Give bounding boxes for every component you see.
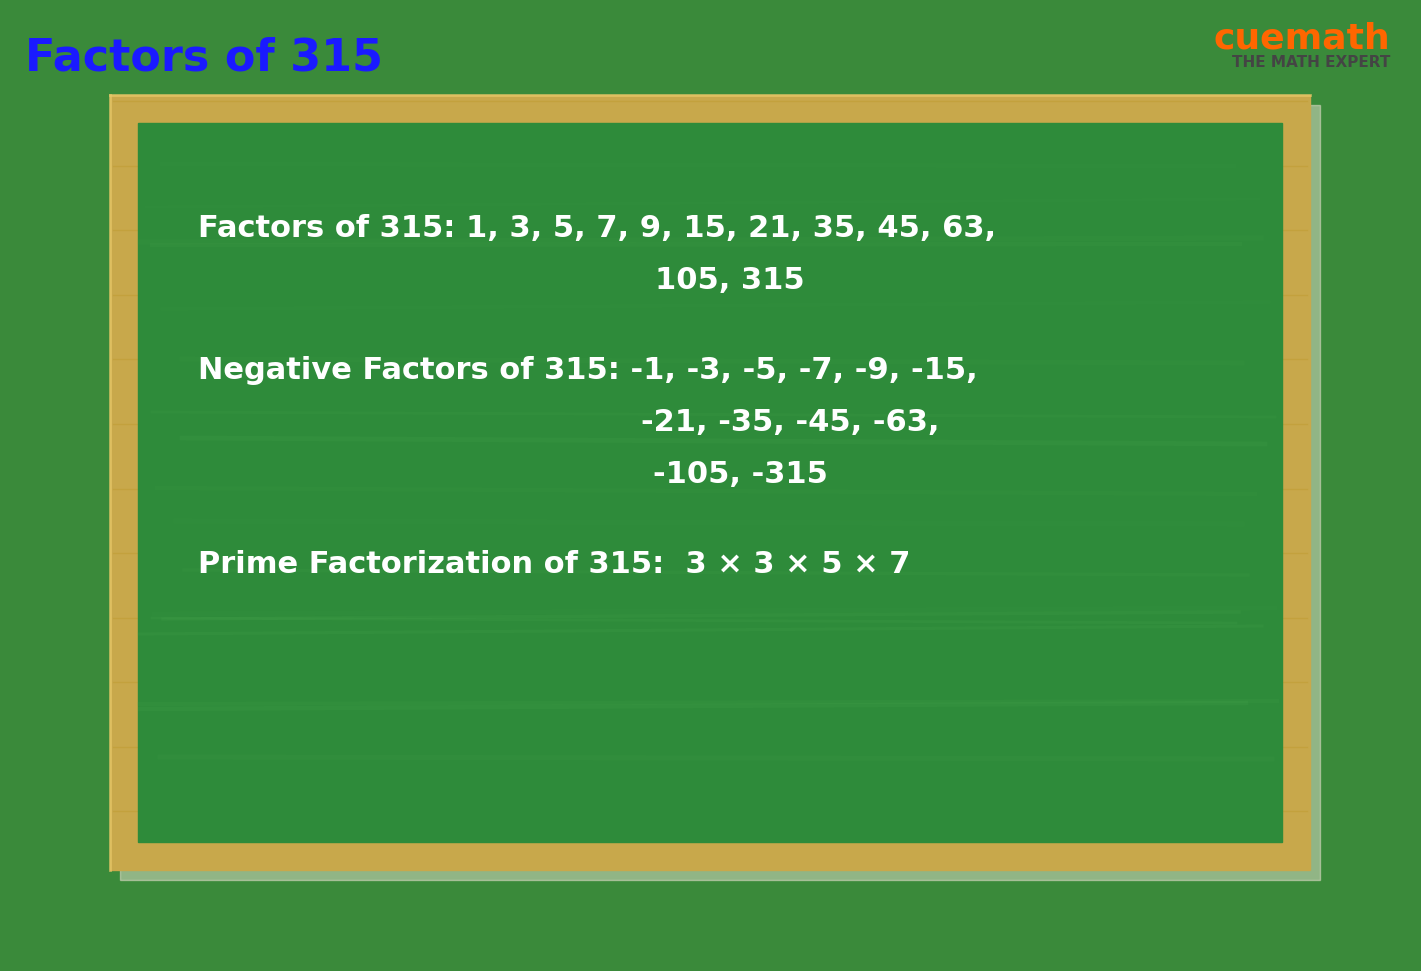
Text: -105, -315: -105, -315 <box>652 459 827 488</box>
Text: 105, 315: 105, 315 <box>655 265 804 294</box>
Bar <box>109 95 1310 870</box>
Text: Negative Factors of 315: -1, -3, -5, -7, -9, -15,: Negative Factors of 315: -1, -3, -5, -7,… <box>198 355 978 385</box>
Bar <box>138 123 1282 842</box>
Text: Factors of 315: 1, 3, 5, 7, 9, 15, 21, 35, 45, 63,: Factors of 315: 1, 3, 5, 7, 9, 15, 21, 3… <box>198 214 996 243</box>
Text: cuemath: cuemath <box>1214 21 1390 55</box>
Text: Prime Factorization of 315:  3 × 3 × 5 × 7: Prime Factorization of 315: 3 × 3 × 5 × … <box>198 550 911 579</box>
Text: Factors of 315: Factors of 315 <box>26 37 384 80</box>
Text: -21, -35, -45, -63,: -21, -35, -45, -63, <box>641 408 939 437</box>
Bar <box>119 105 1320 880</box>
Text: THE MATH EXPERT: THE MATH EXPERT <box>1232 54 1390 70</box>
